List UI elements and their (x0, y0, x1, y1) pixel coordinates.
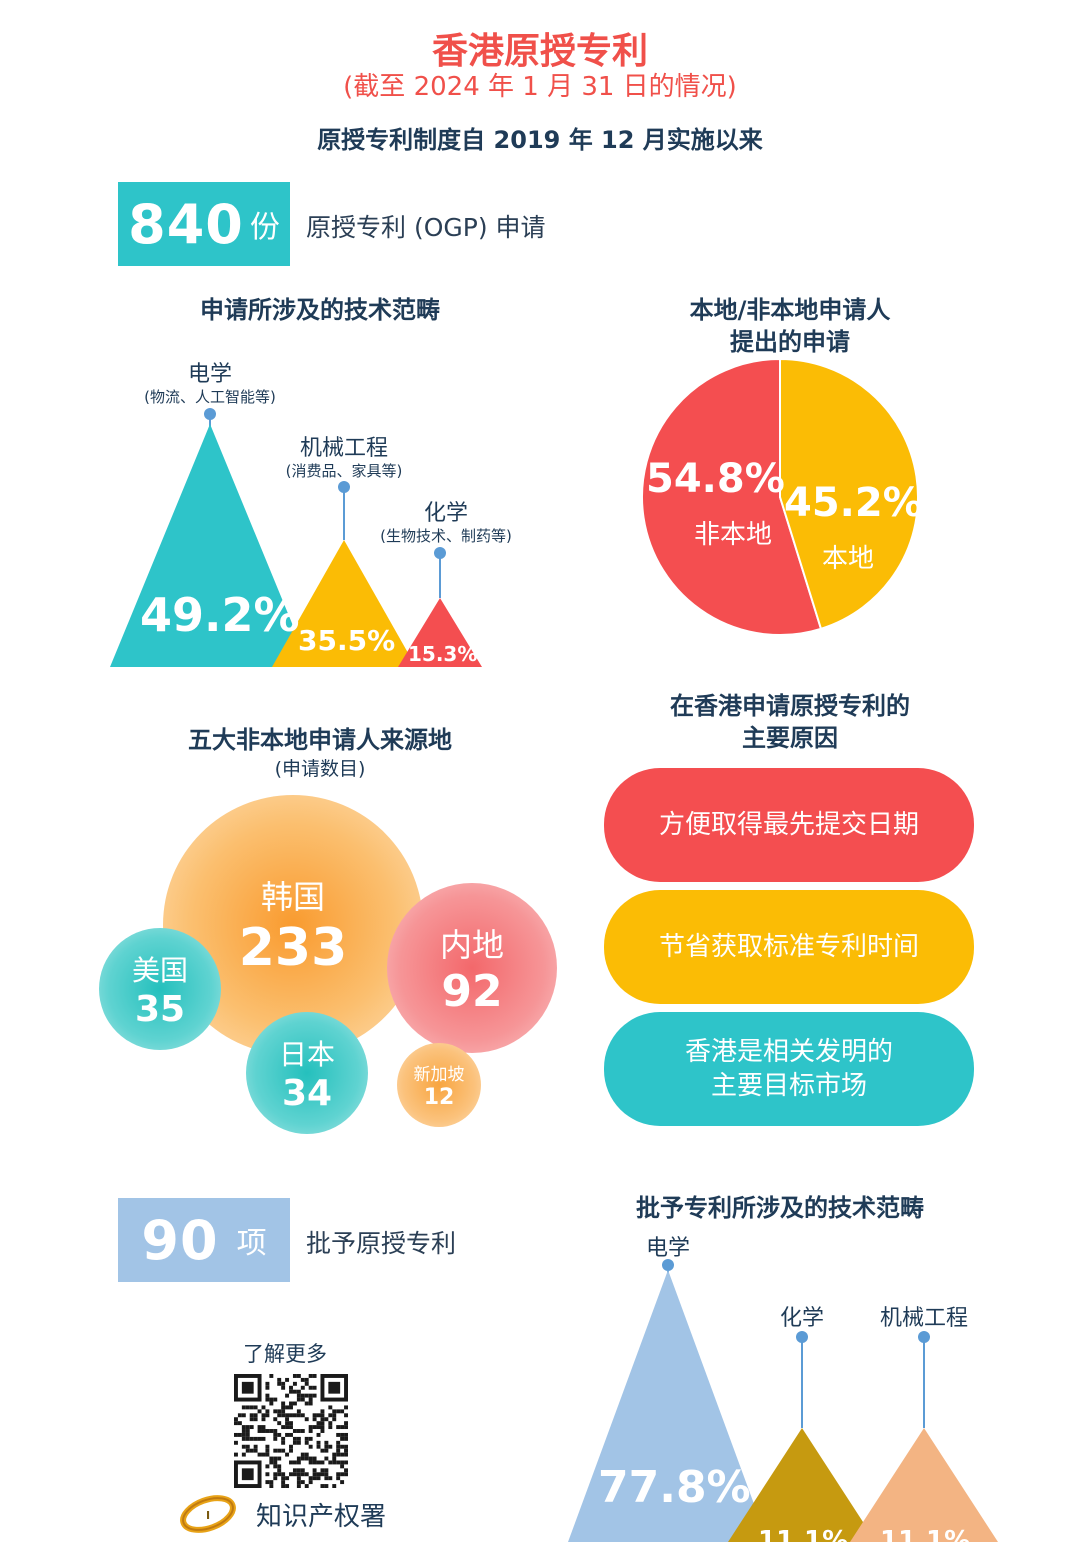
tech-pin-dot-0 (204, 408, 216, 420)
bubble-singapore-value: 12 (423, 1085, 455, 1110)
page-title: 香港原授专利 (431, 31, 648, 72)
bubble-japan-value: 34 (281, 1072, 333, 1114)
granted-pct-2: 11.1% (880, 1526, 971, 1556)
reason-pill-1: 方便取得最先提交日期 (604, 768, 974, 882)
tech-triangle-1 (272, 540, 416, 667)
tech-pct-2: 15.3% (408, 642, 478, 666)
local-chart-heading-1: 本地/非本地申请人 (689, 296, 891, 324)
granted-pct-1: 11.1% (758, 1526, 849, 1556)
tech-cat-label-2: 化学 (423, 501, 468, 526)
granted-triangle-0 (568, 1270, 768, 1542)
qr-code-icon[interactable] (234, 1374, 348, 1488)
granted-label: 批予原授专利 (306, 1229, 457, 1258)
granted-triangle-2 (850, 1428, 998, 1542)
tech-pin-dot-1 (338, 481, 350, 493)
tech-cat-sub-1: (消费品、家具等) (285, 462, 403, 480)
local-pct-nonlocal: 54.8% (646, 456, 785, 502)
tech-cat-label-0: 电学 (187, 362, 232, 387)
granted-pin-dot-2 (918, 1331, 930, 1343)
bubble-korea-value: 233 (238, 918, 348, 978)
granted-pin-dot-0 (662, 1259, 674, 1271)
reason-pill-3: 香港是相关发明的 主要目标市场 (604, 1012, 974, 1126)
page-subtitle: (截至 2024 年 1 月 31 日的情况) (343, 72, 737, 102)
reasons-heading-1: 在香港申请原授专利的 (670, 692, 910, 720)
local-name-nonlocal: 非本地 (694, 520, 773, 550)
pie-slice-nonlocal (641, 357, 823, 636)
bubble-japan: 日本 34 (246, 1012, 368, 1134)
bubble-usa-value: 35 (134, 988, 186, 1030)
pie-slices (641, 357, 919, 636)
granted-stat-box: 90 项 (118, 1198, 290, 1282)
reason-pill-2: 节省获取标准专利时间 (604, 890, 974, 1004)
intro-heading: 原授专利制度自 2019 年 12 月实施以来 (317, 126, 763, 154)
bubble-usa: 美国 35 (99, 928, 221, 1050)
origins-sub: (申请数目) (274, 758, 366, 780)
applications-label: 原授专利 (OGP) 申请 (306, 213, 546, 242)
bubble-mainland: 内地 92 (387, 883, 557, 1053)
local-pct-local: 45.2% (784, 480, 923, 526)
granted-cat-label-2: 机械工程 (879, 1306, 968, 1331)
origins-heading: 五大非本地申请人来源地 (188, 726, 452, 754)
more-label: 了解更多 (243, 1342, 327, 1366)
granted-cat-label-0: 电学 (645, 1236, 690, 1261)
reason-3-text-line1: 香港是相关发明的 (684, 1037, 893, 1067)
tech-cat-label-1: 机械工程 (299, 436, 388, 461)
bubble-mainland-value: 92 (441, 965, 503, 1017)
granted-pin-dot-1 (796, 1331, 808, 1343)
granted-cat-label-1: 化学 (779, 1306, 824, 1331)
reason-3-text-line2: 主要目标市场 (710, 1071, 867, 1101)
granted-chart-heading: 批予专利所涉及的技术范畴 (636, 1194, 924, 1222)
local-pie-chart (641, 357, 919, 636)
applications-unit: 份 (249, 210, 280, 245)
tech-pct-1: 35.5% (298, 624, 396, 657)
granted-pct-0: 77.8% (598, 1462, 751, 1513)
bubble-singapore: 新加坡 12 (397, 1043, 481, 1127)
reasons-heading-2: 主要原因 (742, 724, 838, 752)
svg-text:I: I (206, 1509, 210, 1522)
granted-unit: 项 (236, 1226, 267, 1261)
org-name: 知识产权署 (256, 1502, 387, 1532)
tech-triangle-0 (110, 424, 310, 667)
bubble-mainland-name: 内地 (439, 925, 504, 964)
tech-triangle-2 (398, 598, 482, 667)
applications-number: 840 (128, 192, 244, 256)
bubble-singapore-name: 新加坡 (413, 1065, 465, 1085)
tech-pin-dot-2 (434, 547, 446, 559)
applications-stat-box: 840 份 (118, 182, 290, 266)
local-name-local: 本地 (822, 544, 875, 574)
reason-2-text: 节省获取标准专利时间 (658, 932, 919, 962)
local-chart-heading-2: 提出的申请 (730, 328, 850, 356)
granted-triangle-1 (728, 1428, 876, 1542)
tech-chart-heading: 申请所涉及的技术范畴 (200, 296, 440, 324)
tech-pct-0: 49.2% (140, 588, 300, 642)
bubble-korea-name: 韩国 (260, 878, 325, 916)
pie-slice-local (779, 357, 919, 631)
granted-number: 90 (141, 1208, 219, 1272)
reason-1-text: 方便取得最先提交日期 (658, 810, 919, 840)
bubble-usa-name: 美国 (131, 953, 188, 987)
tech-cat-sub-0: (物流、人工智能等) (144, 388, 276, 406)
ipd-logo-icon: I (180, 1495, 236, 1533)
bubble-japan-name: 日本 (278, 1037, 335, 1071)
tech-cat-sub-2: (生物技术、制药等) (380, 527, 512, 545)
